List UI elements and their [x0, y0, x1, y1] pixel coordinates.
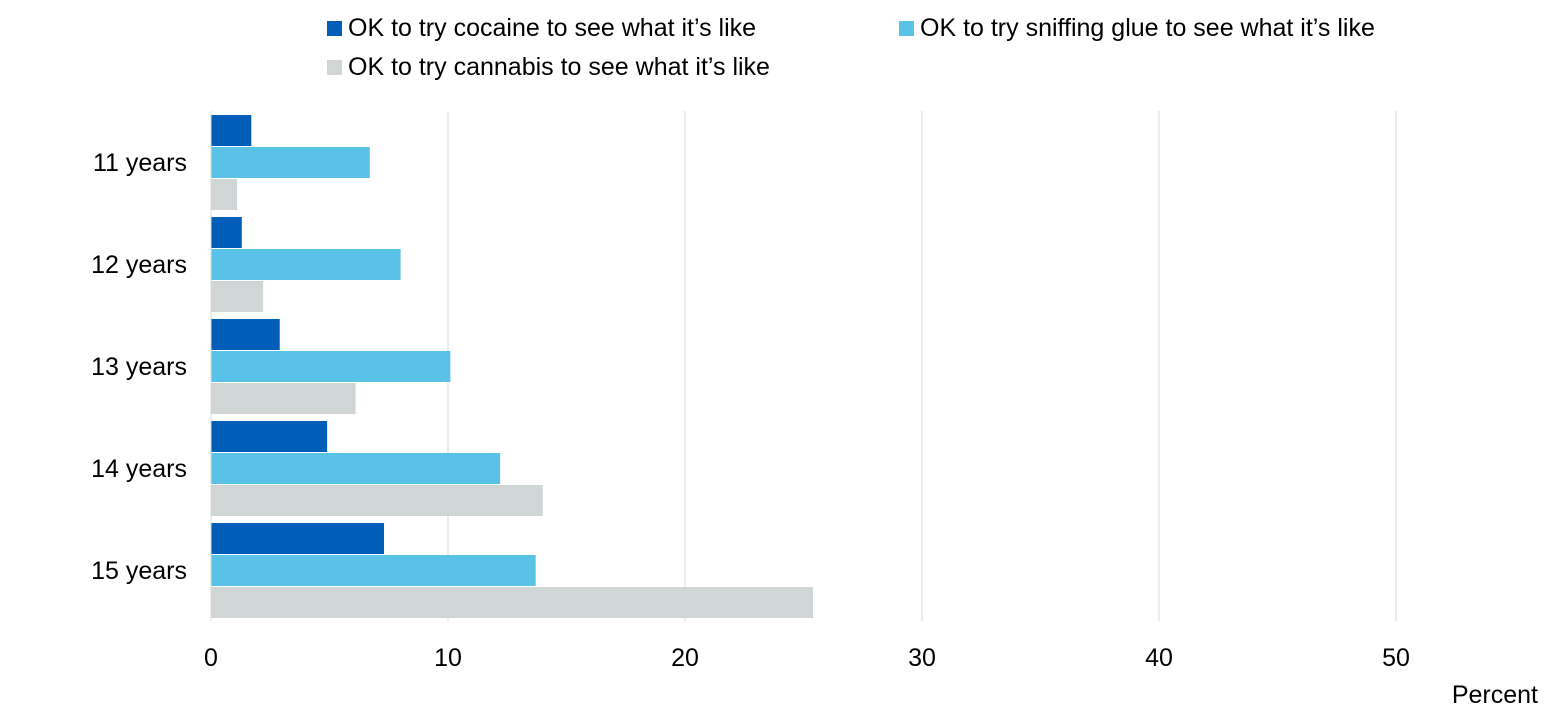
axes: 0 10 20 30 40 50 11 years 12 years 13 years 14 ye… [91, 111, 1410, 672]
x-axis-title: Percent [1452, 681, 1538, 709]
bar-13-years-series-0 [211, 319, 280, 350]
legend-item-sniffing-glue: OK to try sniffing glue to see what it’s… [899, 13, 1375, 43]
y-tick-label-11-years: 11 years [93, 149, 187, 177]
legend-item-cocaine: OK to try cocaine to see what it’s like [327, 13, 756, 43]
x-tick-label-0: 0 [204, 644, 218, 672]
bar-13-years-series-2 [211, 383, 356, 414]
x-tick-label-40: 40 [1145, 644, 1173, 672]
legend-label-sniffing-glue: OK to try sniffing glue to see what it’s… [920, 14, 1375, 42]
bar-12-years-series-2 [211, 281, 264, 312]
bar-11-years-series-0 [211, 115, 252, 146]
y-tick-label-14-years: 14 years [91, 455, 187, 483]
bar-15-years-series-2 [211, 587, 813, 618]
chart-legend: OK to try cocaine to see what it’s like … [0, 0, 1559, 90]
bar-14-years-series-2 [211, 485, 543, 516]
bar-13-years-series-1 [211, 351, 451, 382]
legend-swatch-cocaine [327, 20, 342, 36]
y-tick-label-13-years: 13 years [91, 353, 187, 381]
legend-item-cannabis: OK to try cannabis to see what it’s like [327, 52, 770, 82]
x-tick-label-30: 30 [908, 644, 936, 672]
bar-14-years-series-1 [211, 453, 501, 484]
bar-15-years-series-1 [211, 555, 536, 586]
bar-11-years-series-1 [211, 147, 370, 178]
bar-15-years-series-0 [211, 523, 385, 554]
legend-swatch-sniffing-glue [899, 20, 914, 36]
x-tick-label-50: 50 [1382, 644, 1410, 672]
bar-11-years-series-2 [211, 179, 238, 210]
bar-12-years-series-1 [211, 249, 401, 280]
y-tick-label-15-years: 15 years [91, 557, 187, 585]
gridlines [447, 111, 1397, 621]
x-tick-label-20: 20 [671, 644, 699, 672]
legend-label-cannabis: OK to try cannabis to see what it’s like [348, 53, 770, 81]
legend-label-cocaine: OK to try cocaine to see what it’s like [348, 14, 757, 42]
legend-swatch-cannabis [327, 59, 342, 75]
bar-14-years-series-0 [211, 421, 328, 452]
bar-12-years-series-0 [211, 217, 242, 248]
y-tick-label-12-years: 12 years [91, 251, 187, 279]
x-tick-label-10: 10 [434, 644, 462, 672]
bars [211, 115, 813, 618]
